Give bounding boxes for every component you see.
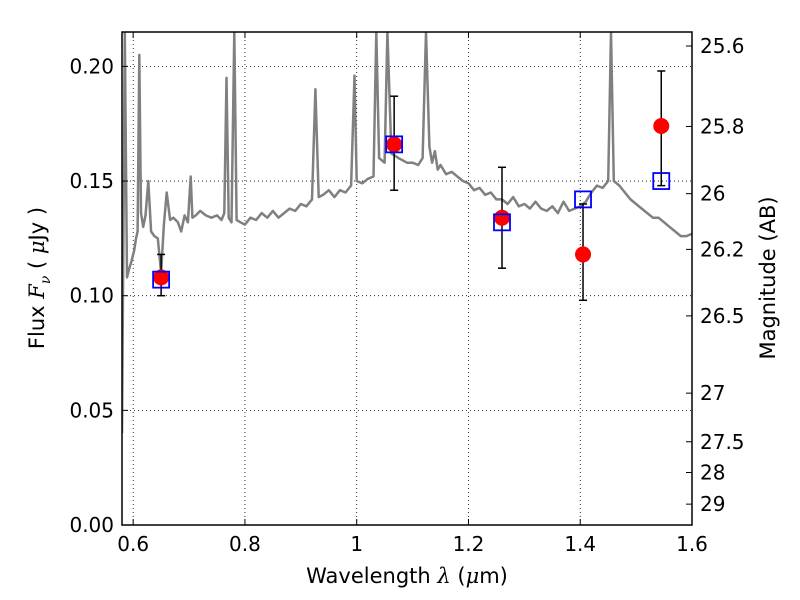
y2-tick-label: 28 — [700, 460, 725, 484]
y2-axis-label: Magnitude (AB) — [756, 196, 780, 359]
y2-tick-label: 27 — [700, 381, 725, 405]
plot-area — [122, 32, 692, 525]
y-tick-label: 0.15 — [69, 169, 114, 193]
model-point-square — [574, 190, 592, 209]
ticks: 0.6 0.8 1 1.2 1.4 1.6 0.00 0.05 0.10 0.15 0.20 25.6… — [69, 32, 745, 556]
y2-tick-label: 26.2 — [700, 237, 745, 261]
y-tick-label: 0.10 — [69, 284, 114, 308]
plot-frame — [121, 31, 693, 526]
y2-tick-label: 25.8 — [700, 114, 745, 138]
y2-tick-label: 29 — [700, 492, 725, 516]
model-point-square — [493, 213, 511, 232]
data-point-circle — [386, 136, 403, 153]
x-axis-label: Wavelength λ (μm) — [306, 564, 508, 588]
x-tick-label: 0.8 — [229, 532, 261, 556]
x-tick-label: 1.2 — [453, 532, 485, 556]
y2-tick-label: 25.6 — [700, 34, 745, 58]
marker-layer — [152, 118, 671, 289]
data-point-circle — [575, 246, 592, 263]
y-tick-label: 0.20 — [69, 54, 114, 78]
model-point-square — [152, 270, 171, 289]
x-tick-label: 0.6 — [117, 532, 149, 556]
y2-tick-label: 27.5 — [700, 430, 745, 454]
x-tick-label: 1.6 — [676, 532, 708, 556]
y-tick-label: 0.00 — [69, 513, 114, 537]
data-point-circle — [494, 209, 510, 226]
data-point-circle — [653, 118, 670, 135]
model-point-square — [385, 135, 404, 154]
y2-tick-label: 26.5 — [700, 304, 745, 328]
y-axis-label: Flux Fν ( μJy ) — [25, 207, 54, 349]
data-point-circle — [153, 269, 170, 286]
y-tick-label: 0.05 — [69, 398, 114, 422]
x-tick-label: 1 — [350, 532, 363, 556]
x-tick-label: 1.4 — [564, 532, 596, 556]
model-point-square — [652, 172, 671, 190]
y2-tick-label: 26 — [700, 182, 725, 206]
